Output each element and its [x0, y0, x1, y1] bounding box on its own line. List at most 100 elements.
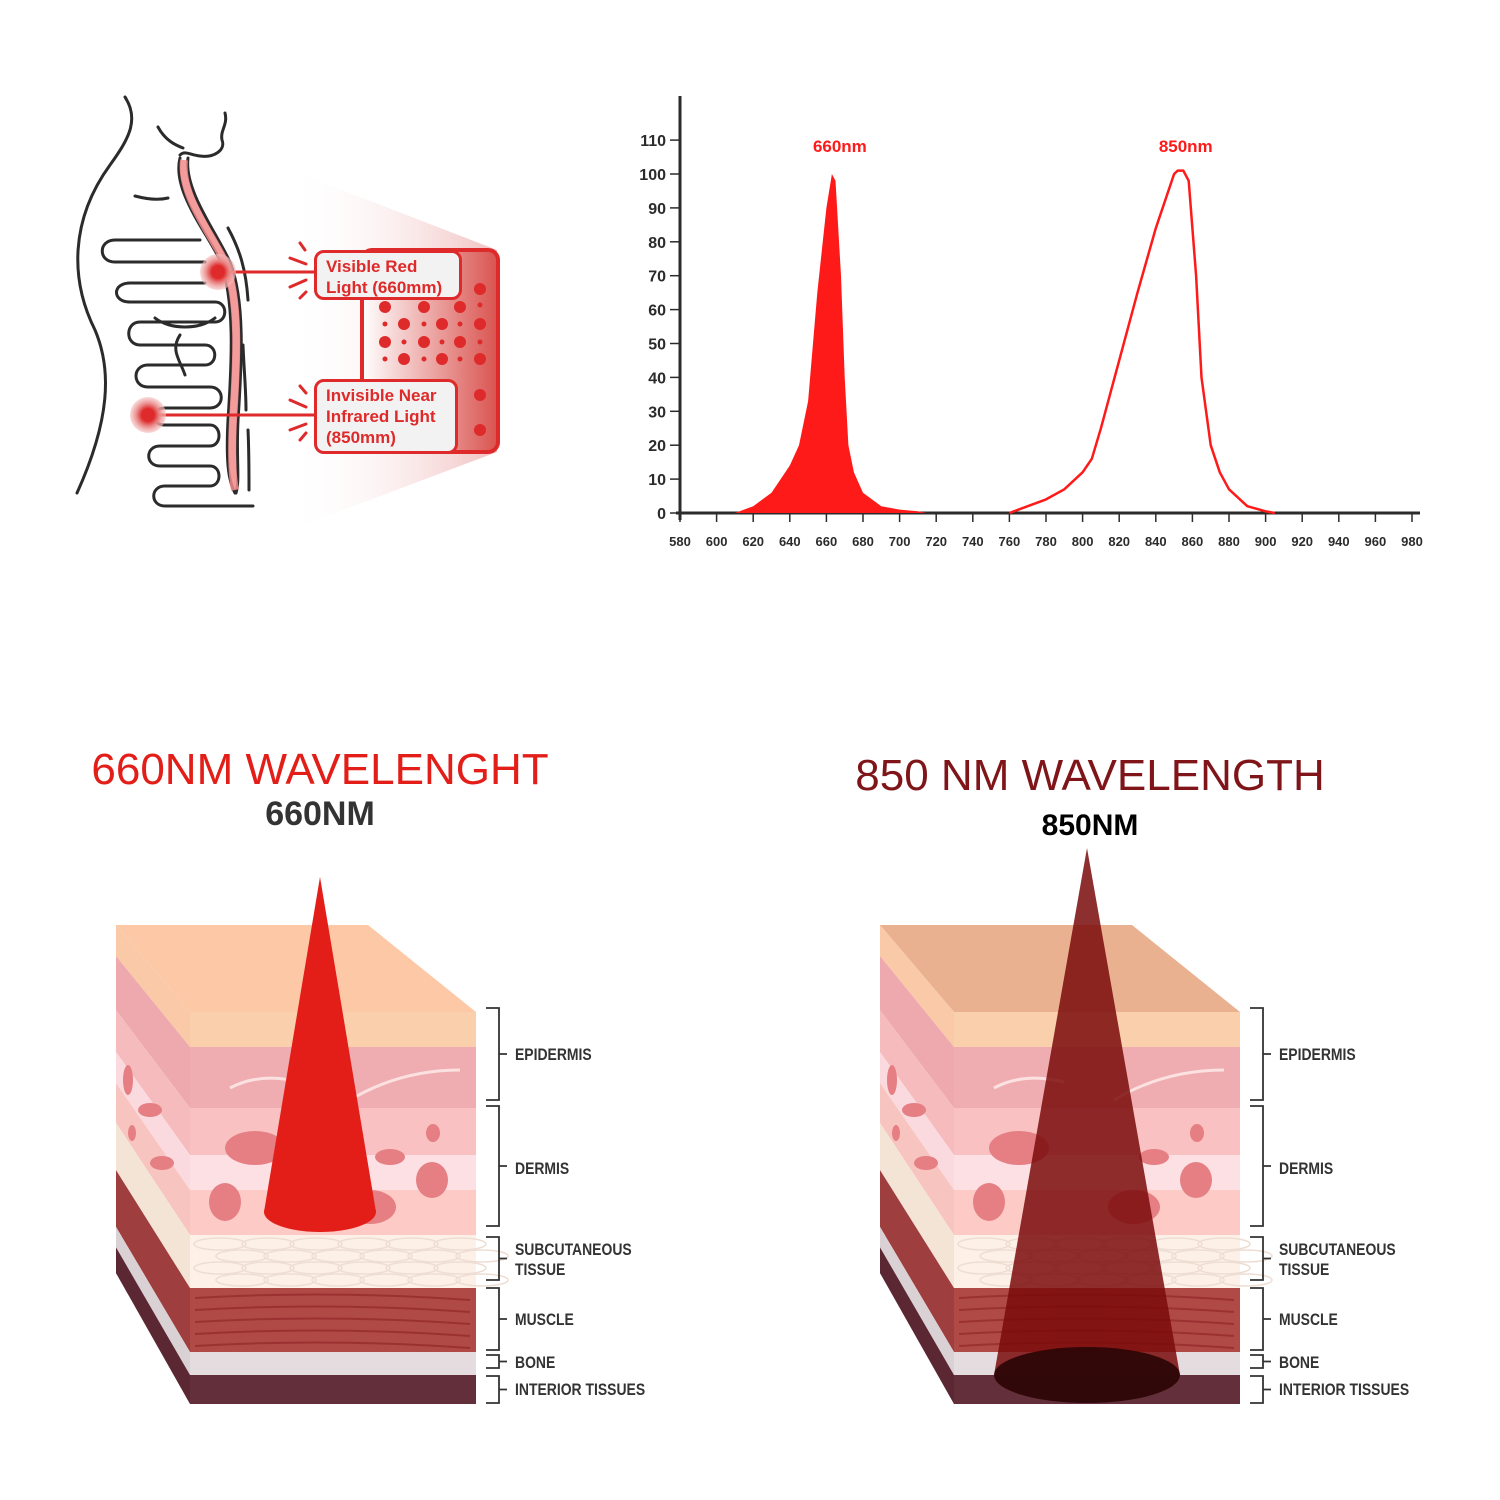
x-tick-label: 880: [1218, 534, 1240, 549]
muscle-fiber: [194, 1293, 471, 1301]
fat-cell: [359, 1249, 413, 1263]
bracket-dermis: [1250, 1105, 1271, 1227]
fat-cell: [311, 1249, 365, 1263]
layer-label-epidermis: EPIDERMIS: [515, 1045, 592, 1065]
dermis-cell: [426, 1124, 440, 1142]
fat-cell: [193, 1261, 247, 1275]
dermis-cell: [887, 1065, 897, 1095]
fat-cell: [407, 1249, 461, 1263]
y-tick-label: 110: [640, 133, 666, 150]
layer-label-interior: INTERIOR TISSUES: [515, 1380, 645, 1400]
layer-side: [880, 1051, 954, 1190]
y-tick-label: 40: [648, 370, 666, 387]
label-visible-red-light: Visible Red Light (660mm): [314, 250, 462, 300]
x-tick-label: 800: [1072, 534, 1094, 549]
x-tick-label: 900: [1255, 534, 1277, 549]
fat-cell: [311, 1273, 365, 1287]
layer-label-text: TISSUE: [515, 1260, 566, 1279]
fat-cell: [1197, 1261, 1251, 1275]
x-tick-label: 840: [1145, 534, 1167, 549]
x-tick-label: 580: [669, 534, 691, 549]
fat-cell: [433, 1261, 487, 1275]
layer-side: [116, 1170, 190, 1352]
skin-cube-850: [880, 848, 1273, 1404]
x-tick-label: 620: [742, 534, 764, 549]
layer-side: [116, 925, 190, 1047]
layer-front: [190, 1352, 476, 1375]
fat-cell: [359, 1273, 413, 1287]
series-850nm-line: [1008, 169, 1276, 515]
y-tick-label: 30: [648, 404, 666, 421]
fat-cell: [455, 1273, 509, 1287]
subtitle-850: 850NM: [1041, 809, 1139, 842]
layer-side: [880, 956, 954, 1108]
fat-cell: [407, 1273, 461, 1287]
y-tick-label: 60: [648, 303, 666, 320]
layer-label-bone: BONE: [1279, 1353, 1319, 1373]
layer-label-bone: BONE: [515, 1353, 555, 1373]
layer-label-muscle: MUSCLE: [1279, 1310, 1338, 1330]
x-tick-label: 600: [706, 534, 728, 549]
fat-cell: [263, 1249, 317, 1263]
layer-label-text: TISSUE: [1279, 1260, 1330, 1279]
title-850: 850 NM WAVELENGTH: [855, 751, 1325, 800]
peak-label-850nm: 850nm: [1159, 137, 1213, 156]
layer-label-subcutaneous: SUBCUTANEOUS TISSUE: [1279, 1240, 1396, 1280]
y-tick-label: 90: [648, 201, 666, 218]
layer-label-text: BONE: [515, 1353, 556, 1372]
x-tick-label: 740: [962, 534, 984, 549]
dermis-cell: [902, 1103, 926, 1117]
x-tick-label: 860: [1182, 534, 1204, 549]
dermis-cell: [892, 1125, 900, 1141]
muscle-fiber: [194, 1329, 471, 1337]
bracket-interior: [1250, 1375, 1271, 1404]
fat-cell: [263, 1273, 317, 1287]
layer-label-text: EPIDERMIS: [1279, 1045, 1356, 1064]
bracket-interior: [486, 1375, 507, 1404]
bracket-epidermis: [1250, 1007, 1271, 1101]
x-tick-label: 980: [1401, 534, 1423, 549]
y-tick-label: 20: [648, 438, 666, 455]
fat-cell: [289, 1237, 343, 1251]
bracket-bone: [486, 1354, 507, 1369]
layer-side: [880, 925, 954, 1047]
dermis-cell: [128, 1125, 136, 1141]
layer-label-text: BONE: [1279, 1353, 1320, 1372]
fat-cell: [193, 1237, 247, 1251]
dermis-cell: [1139, 1149, 1169, 1165]
fat-cell: [337, 1261, 391, 1275]
skin-cube-660: [116, 877, 509, 1404]
layer-label-text: DERMIS: [515, 1159, 570, 1178]
y-tick-label: 70: [648, 269, 666, 286]
fat-cell: [289, 1261, 343, 1275]
layer-side: [880, 1170, 954, 1352]
light-beam: [994, 848, 1180, 1375]
layer-label-dermis: DERMIS: [515, 1159, 569, 1179]
y-tick-label: 0: [657, 506, 666, 523]
layer-label-epidermis: EPIDERMIS: [1279, 1045, 1356, 1065]
fat-cell: [385, 1261, 439, 1275]
fat-cell: [957, 1261, 1011, 1275]
layer-label-dermis: DERMIS: [1279, 1159, 1333, 1179]
layer-side: [880, 1226, 954, 1375]
x-tick-label: 680: [852, 534, 874, 549]
bracket-subcutaneous: [1250, 1236, 1271, 1281]
layer-label-text: INTERIOR TISSUES: [515, 1380, 646, 1399]
layer-label-text: MUSCLE: [1279, 1310, 1338, 1329]
layer-label-text: SUBCUTANEOUS: [515, 1240, 632, 1259]
x-tick-label: 920: [1291, 534, 1313, 549]
fat-cell: [1219, 1273, 1273, 1287]
bracket-subcutaneous: [486, 1236, 507, 1281]
bracket-muscle: [486, 1287, 507, 1351]
x-tick-label: 780: [1035, 534, 1057, 549]
fat-cell: [1171, 1273, 1225, 1287]
label-near-infrared-light: Invisible Near Infrared Light (850mm): [314, 379, 458, 454]
dermis-cell: [225, 1131, 285, 1165]
dermis-cell: [209, 1183, 241, 1221]
bracket-muscle: [1250, 1287, 1271, 1351]
fat-cell: [1197, 1237, 1251, 1251]
bracket-bone: [1250, 1354, 1271, 1369]
x-tick-label: 640: [779, 534, 801, 549]
y-tick-label: 50: [648, 337, 666, 354]
